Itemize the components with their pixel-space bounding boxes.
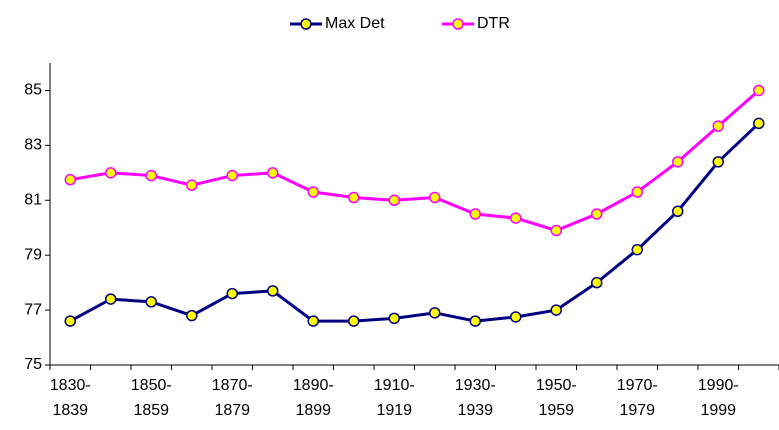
marker: [550, 224, 562, 237]
x-tick-label: 1970-1979: [616, 377, 658, 419]
marker: [145, 169, 157, 182]
marker: [591, 208, 603, 220]
y-tick-label: 77: [24, 301, 42, 318]
marker: [64, 173, 76, 186]
y-tick-label: 81: [24, 191, 42, 208]
marker: [753, 84, 765, 97]
legend-marker: [300, 18, 312, 30]
marker: [348, 191, 360, 204]
marker: [672, 156, 684, 168]
marker: [550, 304, 562, 316]
x-tick-label: 1930-1939: [454, 377, 496, 419]
marker: [712, 120, 724, 132]
x-tick-label: 1890-1899: [292, 377, 334, 419]
line: [69, 89, 760, 233]
marker: [388, 312, 400, 325]
marker: [307, 186, 319, 198]
x-tick-label: 1870-1879: [211, 377, 253, 419]
legend-label: Max Det: [325, 15, 385, 32]
marker: [429, 191, 441, 204]
y-tick-label: 83: [24, 137, 42, 154]
legend-marker: [452, 18, 464, 30]
marker: [429, 307, 441, 319]
marker: [712, 156, 724, 168]
marker: [64, 315, 76, 327]
marker: [510, 311, 522, 323]
marker: [591, 276, 603, 289]
x-tick-label: 1910-1919: [373, 377, 415, 419]
marker: [105, 293, 117, 305]
marker: [388, 194, 400, 207]
x-tick-label: 1990-1999: [697, 377, 739, 419]
marker: [753, 117, 765, 130]
marker: [631, 243, 643, 256]
marker: [469, 208, 481, 220]
marker: [226, 169, 238, 182]
marker: [267, 167, 279, 179]
x-tick-label: 1830-1839: [49, 377, 91, 419]
y-tick-label: 85: [24, 82, 42, 99]
marker: [267, 285, 279, 297]
x-tick-label: 1850-1859: [130, 377, 172, 419]
marker: [186, 179, 198, 191]
marker: [672, 205, 684, 218]
line: [69, 122, 760, 323]
marker: [307, 315, 319, 327]
y-tick-label: 75: [24, 356, 42, 373]
x-tick-label: 1950-1959: [535, 377, 577, 419]
marker: [631, 186, 643, 198]
marker: [186, 309, 198, 322]
marker: [510, 212, 522, 224]
marker: [105, 167, 117, 179]
legend-label: DTR: [477, 15, 510, 32]
y-tick-label: 79: [24, 246, 42, 263]
marker: [226, 287, 238, 300]
marker: [145, 296, 157, 308]
marker: [348, 315, 360, 327]
marker: [469, 315, 481, 327]
